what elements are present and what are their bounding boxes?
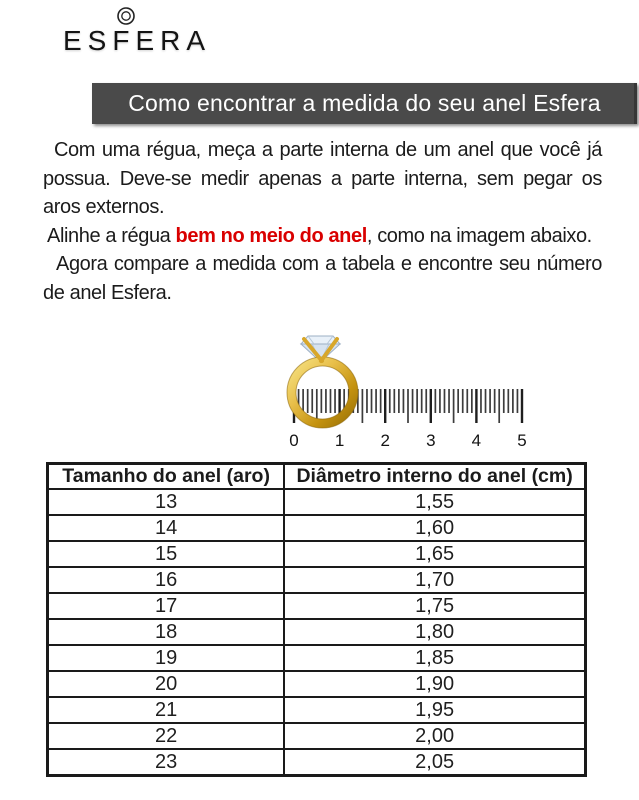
table-row: 22 2,00: [46, 722, 587, 750]
table-row: 13 1,55: [46, 488, 587, 516]
ruler-number: 3: [426, 431, 435, 450]
table-row: 19 1,85: [46, 644, 587, 672]
table-cell: 19: [46, 644, 286, 672]
page-title: Como encontrar a medida do seu anel Esfe…: [128, 90, 601, 116]
instruction-paragraph-1: Com uma régua, meça a parte interna de u…: [43, 139, 602, 218]
ruler-svg: 0 1 2 3 4 5: [286, 335, 527, 450]
instruction-2-highlight: bem no meio do anel: [175, 224, 368, 247]
esfera-logo: ESFERA: [63, 6, 211, 56]
size-table-body: 13 1,55 14 1,60 15 1,65 16 1,70 17 1,75 18 1,80 19 1,…: [46, 488, 587, 777]
ruler-number: 2: [380, 431, 389, 450]
table-cell: 1,90: [283, 670, 587, 698]
ring-icon: [117, 7, 135, 25]
instruction-2-before: Alinhe a régua: [47, 224, 176, 247]
table-header-row: Tamanho do anel (aro) Diâmetro interno d…: [46, 462, 587, 490]
table-cell: 21: [46, 696, 286, 724]
ruler-number: 4: [472, 431, 481, 450]
table-cell: 18: [46, 618, 286, 646]
ruler-number: 0: [289, 431, 298, 450]
ring-measure-figure: 0 1 2 3 4 5: [270, 332, 532, 450]
table-cell: 1,55: [283, 488, 587, 516]
title-banner: Como encontrar a medida do seu anel Esfe…: [92, 83, 637, 124]
table-cell: 1,80: [283, 618, 587, 646]
table-cell: 1,70: [283, 566, 587, 594]
logo-text: ESFERA: [63, 25, 212, 56]
table-cell: 1,60: [283, 514, 587, 542]
table-cell: 15: [46, 540, 286, 568]
table-cell: 23: [46, 748, 286, 777]
table-cell: 2,00: [283, 722, 587, 750]
table-cell: 1,75: [283, 592, 587, 620]
table-cell: 13: [46, 488, 286, 516]
table-cell: 2,05: [283, 748, 587, 777]
table-row: 14 1,60: [46, 514, 587, 542]
ruler-number: 5: [517, 431, 526, 450]
table-cell: 1,95: [283, 696, 587, 724]
ring-size-table: Tamanho do anel (aro) Diâmetro interno d…: [46, 462, 587, 777]
table-row: 20 1,90: [46, 670, 587, 698]
table-cell: 22: [46, 722, 286, 750]
table-row: 23 2,05: [46, 748, 587, 777]
column-header-size: Tamanho do anel (aro): [46, 462, 286, 490]
table-cell: 17: [46, 592, 286, 620]
column-header-diameter: Diâmetro interno do anel (cm): [283, 462, 587, 490]
ruler-labels: 0 1 2 3 4 5: [289, 431, 526, 450]
instructions: Com uma régua, meça a parte interna de u…: [43, 136, 602, 307]
table-cell: 16: [46, 566, 286, 594]
ruler-ticks: [292, 389, 524, 423]
table-cell: 20: [46, 670, 286, 698]
table-row: 18 1,80: [46, 618, 587, 646]
instruction-paragraph-3: Agora compare a medida com a tabela e en…: [43, 253, 602, 304]
table-row: 16 1,70: [46, 566, 587, 594]
table-row: 21 1,95: [46, 696, 587, 724]
table-cell: 14: [46, 514, 286, 542]
ring-graphic: [286, 337, 359, 429]
table-row: 15 1,65: [46, 540, 587, 568]
table-cell: 1,65: [283, 540, 587, 568]
instruction-2-after: , como na imagem abaixo.: [366, 224, 592, 247]
ruler-number: 1: [335, 431, 344, 450]
table-cell: 1,85: [283, 644, 587, 672]
table-row: 17 1,75: [46, 592, 587, 620]
instruction-paragraph-2: Alinhe a régua bem no meio do anel, como…: [43, 222, 602, 251]
